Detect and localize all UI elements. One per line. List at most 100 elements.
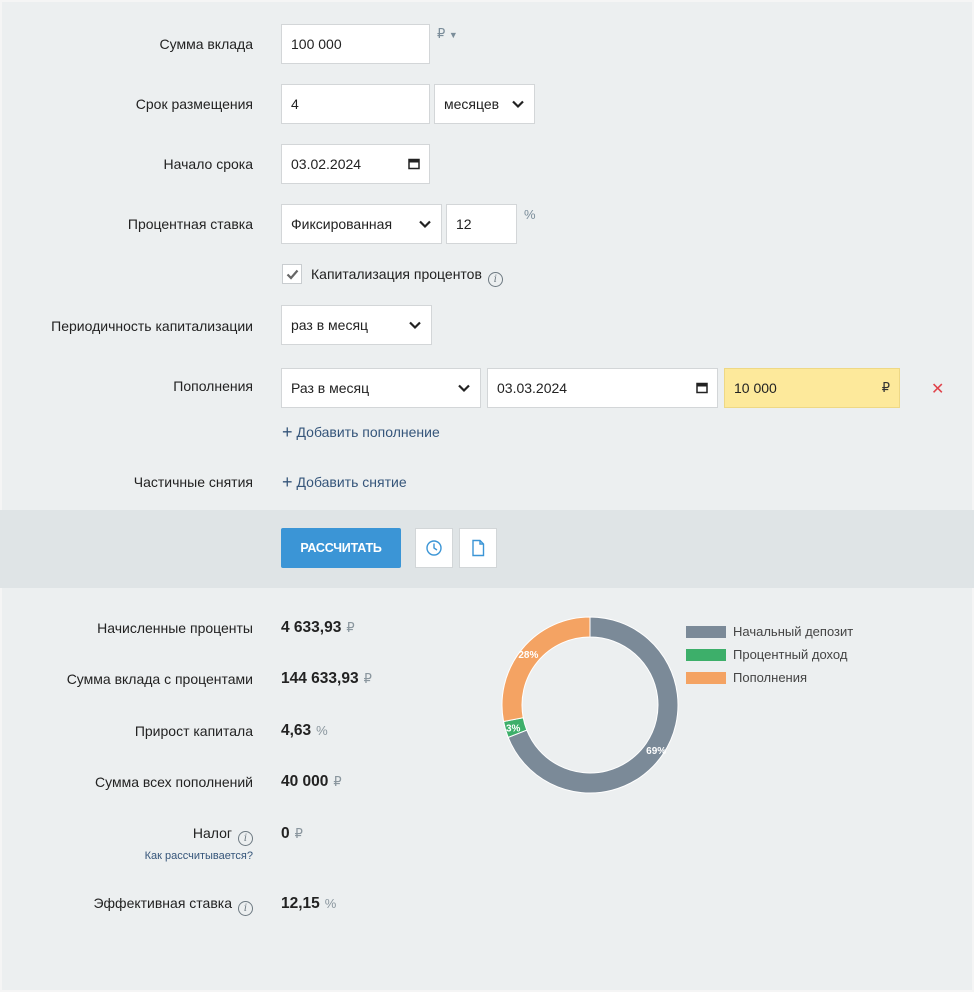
currency-dropdown[interactable]: ₽ ▼: [437, 26, 458, 42]
legend-swatch: [686, 648, 726, 661]
action-toolbar: РАССЧИТАТЬ: [0, 510, 974, 588]
replenish-date-input[interactable]: 03.03.2024: [487, 368, 718, 408]
replenish-label: Пополнения: [173, 378, 253, 394]
checkmark-icon: [286, 269, 298, 280]
interest-label: Начисленные проценты: [97, 620, 253, 636]
currency-symbol: ₽: [437, 26, 446, 41]
effective-value: 12,15: [281, 895, 320, 912]
deposit-amount-input[interactable]: 100 000: [281, 24, 430, 64]
replenish-sum-value: 40 000: [281, 773, 329, 790]
calendar-icon[interactable]: [408, 158, 420, 170]
document-button[interactable]: [459, 528, 497, 568]
replenish-sum-label: Сумма всех пополнений: [94, 774, 253, 790]
donut-slice-label: 69%: [646, 746, 666, 757]
replenish-currency: ₽: [881, 380, 890, 395]
tax-value-row: 0 ₽: [281, 825, 303, 843]
rate-label: Процентная ставка: [127, 216, 253, 232]
legend-item: Начальный депозит: [686, 620, 853, 643]
total-label: Сумма вклада с процентами: [66, 671, 253, 687]
rate-unit: %: [524, 207, 536, 222]
capitalization-row: Капитализация процентов i: [311, 266, 503, 287]
cap-period-label: Периодичность капитализации: [51, 318, 253, 334]
replenish-period-select[interactable]: Раз в месяц: [281, 368, 481, 408]
plus-icon: +: [282, 472, 293, 492]
total-unit: ₽: [363, 671, 372, 686]
document-icon: [472, 539, 485, 557]
replenish-amount-input[interactable]: 10 000 ₽: [724, 368, 900, 408]
donut-slice-label: 3%: [506, 723, 521, 734]
donut-slice: [501, 616, 591, 723]
add-replenish-label: Добавить пополнение: [296, 424, 440, 440]
deposit-amount-label: Сумма вклада: [159, 36, 253, 52]
capitalization-checkbox[interactable]: [282, 264, 302, 284]
tax-unit: ₽: [294, 826, 303, 841]
clock-icon: [426, 540, 442, 556]
growth-value: 4,63: [281, 722, 312, 739]
term-label: Срок размещения: [135, 96, 253, 112]
interest-value-row: 4 633,93 ₽: [281, 619, 355, 637]
growth-label: Прирост капитала: [134, 723, 253, 739]
legend-item: Пополнения: [686, 666, 853, 689]
replenish-sum-value-row: 40 000 ₽: [281, 773, 342, 791]
calendar-icon[interactable]: [696, 382, 708, 394]
effective-label-row: Эффективная ставка i: [93, 895, 253, 916]
start-date-input[interactable]: 03.02.2024: [281, 144, 430, 184]
calculate-button[interactable]: РАССЧИТАТЬ: [281, 528, 401, 568]
capitalization-label: Капитализация процентов: [311, 266, 482, 282]
legend-item: Процентный доход: [686, 643, 853, 666]
plus-icon: +: [282, 422, 293, 442]
info-icon[interactable]: i: [487, 272, 503, 287]
interest-value: 4 633,93: [281, 619, 342, 636]
total-value-row: 144 633,93 ₽: [281, 670, 372, 688]
effective-label: Эффективная ставка: [93, 895, 232, 911]
legend-swatch: [686, 671, 726, 684]
info-icon[interactable]: i: [238, 901, 253, 916]
legend-label: Начальный депозит: [733, 624, 854, 639]
replenish-amount-value: 10 000: [734, 380, 777, 396]
cap-period-value: раз в месяц: [291, 317, 369, 333]
legend-label: Процентный доход: [733, 647, 848, 662]
donut-slice-label: 28%: [518, 650, 538, 661]
legend-swatch: [686, 625, 726, 638]
chart-legend: Начальный депозит Процентный доход Попол…: [686, 620, 853, 689]
chevron-down-icon: [419, 220, 431, 229]
composition-donut-chart: 69% 3% 28%: [501, 616, 679, 794]
chevron-down-icon: [512, 100, 524, 109]
history-button[interactable]: [415, 528, 453, 568]
rate-value: 12: [456, 216, 472, 232]
rate-type-value: Фиксированная: [291, 216, 393, 232]
add-replenish-link[interactable]: + Добавить пополнение: [282, 422, 440, 443]
deposit-form: Сумма вклада 100 000 ₽ ▼ Срок размещения…: [51, 24, 945, 493]
chevron-down-icon: [458, 384, 470, 393]
tax-label: Налог: [192, 825, 232, 841]
replenish-sum-unit: ₽: [333, 774, 342, 789]
cap-period-select[interactable]: раз в месяц: [281, 305, 432, 345]
deposit-amount-value: 100 000: [291, 36, 342, 52]
rate-type-select[interactable]: Фиксированная: [281, 204, 442, 244]
term-unit-select[interactable]: месяцев: [434, 84, 535, 124]
term-input[interactable]: 4: [281, 84, 430, 124]
info-icon[interactable]: i: [238, 831, 253, 846]
donut-slice: [507, 616, 679, 794]
interest-unit: ₽: [346, 620, 355, 635]
chevron-down-icon: [409, 321, 421, 330]
replenish-date-value: 03.03.2024: [497, 380, 568, 396]
term-unit-value: месяцев: [444, 96, 500, 112]
start-date-value: 03.02.2024: [291, 156, 362, 172]
withdraw-label: Частичные снятия: [133, 474, 253, 490]
tax-label-row: Налог i: [193, 825, 253, 846]
tax-value: 0: [281, 825, 290, 842]
effective-value-row: 12,15%: [281, 895, 336, 913]
caret-down-icon: ▼: [448, 30, 458, 40]
legend-label: Пополнения: [733, 670, 808, 685]
total-value: 144 633,93: [281, 670, 359, 687]
rate-input[interactable]: 12: [446, 204, 517, 244]
growth-unit: %: [316, 723, 328, 738]
effective-unit: %: [324, 896, 337, 911]
tax-how-link[interactable]: Как рассчитывается?: [144, 850, 253, 862]
add-withdraw-link[interactable]: + Добавить снятие: [282, 472, 407, 493]
remove-replenish-close-icon[interactable]: ✕: [931, 381, 945, 398]
add-withdraw-label: Добавить снятие: [296, 474, 407, 490]
term-value: 4: [291, 96, 299, 112]
